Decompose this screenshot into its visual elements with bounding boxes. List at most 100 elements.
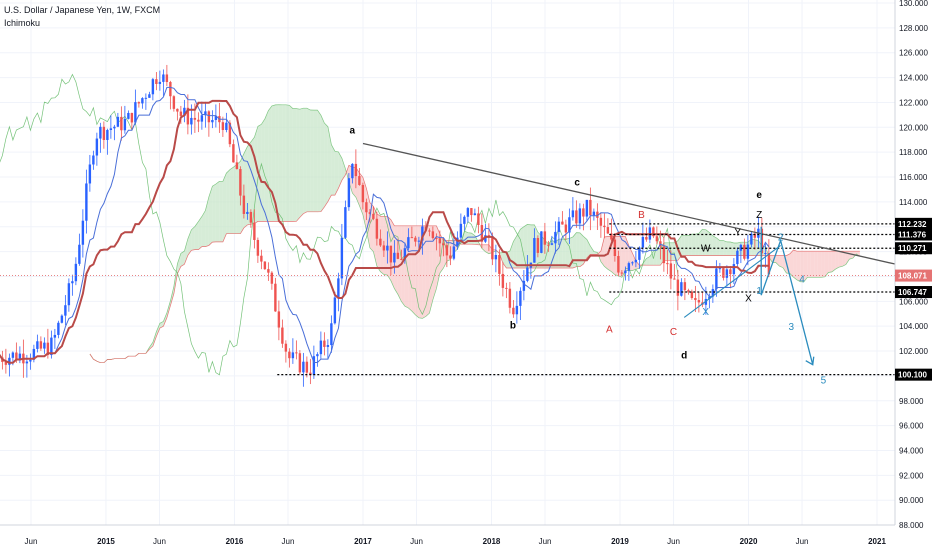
candle[interactable] bbox=[379, 229, 382, 247]
candle[interactable] bbox=[344, 200, 347, 240]
candle[interactable] bbox=[60, 314, 64, 324]
candle[interactable] bbox=[53, 328, 57, 349]
candle[interactable] bbox=[365, 198, 368, 221]
candle[interactable] bbox=[729, 265, 732, 289]
candle[interactable] bbox=[333, 291, 337, 325]
candle[interactable] bbox=[606, 218, 610, 235]
candle[interactable] bbox=[120, 106, 123, 141]
candle[interactable] bbox=[155, 72, 158, 91]
candle[interactable] bbox=[669, 250, 673, 290]
candle[interactable] bbox=[620, 270, 624, 276]
candle[interactable] bbox=[694, 285, 697, 313]
candle[interactable] bbox=[666, 249, 669, 275]
candle[interactable] bbox=[92, 150, 95, 170]
trendline[interactable] bbox=[362, 142, 896, 265]
candle[interactable] bbox=[323, 332, 326, 356]
candle[interactable] bbox=[141, 97, 144, 109]
candle[interactable] bbox=[43, 337, 46, 354]
candle[interactable] bbox=[403, 242, 407, 264]
candle[interactable] bbox=[743, 238, 746, 261]
candle[interactable] bbox=[550, 235, 554, 246]
candle[interactable] bbox=[232, 139, 235, 163]
candle[interactable] bbox=[512, 300, 515, 318]
candle[interactable] bbox=[438, 230, 442, 257]
candle[interactable] bbox=[410, 226, 414, 239]
candle[interactable] bbox=[305, 356, 309, 378]
candle[interactable] bbox=[270, 271, 274, 290]
candle[interactable] bbox=[207, 110, 211, 137]
candle[interactable] bbox=[473, 208, 477, 216]
candle[interactable] bbox=[137, 101, 141, 108]
candle[interactable] bbox=[67, 278, 71, 312]
candle[interactable] bbox=[442, 238, 445, 257]
candle[interactable] bbox=[382, 240, 386, 257]
candle[interactable] bbox=[484, 223, 487, 243]
candle[interactable] bbox=[582, 203, 585, 231]
candle[interactable] bbox=[627, 261, 631, 281]
candle[interactable] bbox=[148, 91, 151, 98]
candle[interactable] bbox=[176, 108, 179, 121]
candle[interactable] bbox=[536, 235, 540, 258]
horizontal-levels[interactable] bbox=[277, 223, 895, 376]
candle[interactable] bbox=[298, 350, 302, 375]
candle[interactable] bbox=[246, 202, 249, 220]
candle[interactable] bbox=[309, 358, 312, 385]
candle[interactable] bbox=[225, 112, 228, 133]
candle[interactable] bbox=[676, 270, 680, 311]
candle[interactable] bbox=[106, 128, 109, 155]
candle[interactable] bbox=[396, 239, 400, 260]
candle[interactable] bbox=[50, 330, 53, 359]
candle[interactable] bbox=[281, 319, 284, 348]
candle[interactable] bbox=[554, 221, 557, 254]
projection-path[interactable] bbox=[760, 226, 814, 365]
candle[interactable] bbox=[109, 115, 113, 139]
candle[interactable] bbox=[372, 206, 375, 221]
candle[interactable] bbox=[596, 203, 599, 231]
candle[interactable] bbox=[722, 266, 725, 281]
candle[interactable] bbox=[715, 260, 718, 297]
candle[interactable] bbox=[151, 77, 155, 101]
candle[interactable] bbox=[200, 101, 204, 130]
candle[interactable] bbox=[634, 251, 638, 268]
candle[interactable] bbox=[239, 166, 242, 206]
candle[interactable] bbox=[29, 353, 32, 370]
candle[interactable] bbox=[589, 187, 592, 231]
candle[interactable] bbox=[673, 263, 676, 280]
candle[interactable] bbox=[526, 255, 529, 283]
candle[interactable] bbox=[540, 231, 543, 254]
candle[interactable] bbox=[39, 336, 43, 351]
candle[interactable] bbox=[543, 222, 547, 254]
candle[interactable] bbox=[508, 282, 512, 314]
candle[interactable] bbox=[725, 265, 729, 287]
candle[interactable] bbox=[603, 213, 606, 239]
candle[interactable] bbox=[470, 208, 473, 222]
candle[interactable] bbox=[655, 226, 659, 245]
candle[interactable] bbox=[393, 240, 396, 274]
candle[interactable] bbox=[172, 95, 176, 112]
candle[interactable] bbox=[687, 288, 690, 295]
symbol-title[interactable]: U.S. Dollar / Japanese Yen, 1W, FXCM bbox=[4, 5, 161, 15]
candle[interactable] bbox=[575, 200, 578, 228]
candle[interactable] bbox=[284, 340, 288, 363]
candle[interactable] bbox=[753, 227, 757, 250]
candle[interactable] bbox=[711, 284, 715, 303]
candle[interactable] bbox=[85, 169, 88, 234]
candle[interactable] bbox=[592, 208, 596, 221]
candle[interactable] bbox=[295, 340, 298, 360]
candle[interactable] bbox=[113, 124, 116, 141]
candle[interactable] bbox=[459, 213, 463, 241]
candle[interactable] bbox=[288, 348, 291, 368]
candle[interactable] bbox=[256, 237, 260, 263]
candle[interactable] bbox=[291, 338, 295, 364]
candle[interactable] bbox=[316, 352, 319, 367]
candle[interactable] bbox=[631, 261, 634, 266]
indicator-label[interactable]: Ichimoku bbox=[4, 18, 41, 28]
candle[interactable] bbox=[515, 291, 519, 324]
candle[interactable] bbox=[130, 112, 134, 131]
candle[interactable] bbox=[585, 199, 589, 222]
candle[interactable] bbox=[221, 116, 225, 137]
candle[interactable] bbox=[683, 277, 687, 301]
candle[interactable] bbox=[127, 110, 130, 120]
candle[interactable] bbox=[183, 99, 186, 123]
